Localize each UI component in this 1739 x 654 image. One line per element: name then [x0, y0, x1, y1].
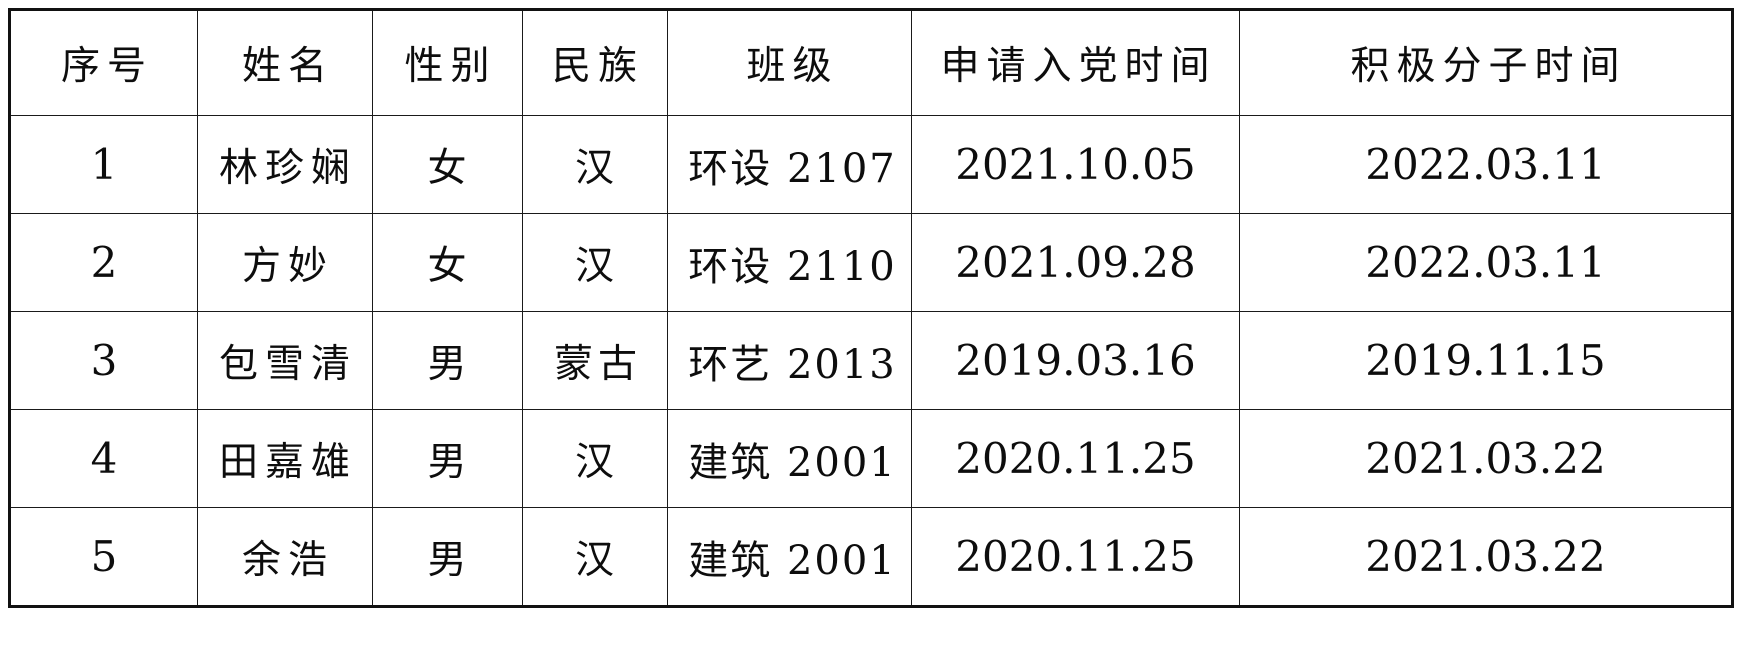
cell-activist-date: 2021.03.22: [1239, 409, 1733, 508]
cell-index: 4: [9, 409, 198, 508]
cell-name: 余浩: [197, 507, 373, 607]
table-row: 1 林珍娴 女 汉 环设 2107 2021.10.05 2022.03.11: [9, 115, 1733, 214]
cell-activist-date: 2021.03.22: [1239, 507, 1733, 607]
cell-gender: 女: [372, 115, 523, 214]
cell-gender: 男: [372, 507, 523, 607]
table-body: 1 林珍娴 女 汉 环设 2107 2021.10.05 2022.03.11 …: [9, 115, 1733, 607]
cell-class: 环艺 2013: [667, 311, 912, 410]
cell-application-date: 2020.11.25: [911, 409, 1240, 508]
cell-index: 5: [9, 507, 198, 607]
table-header: 序号 姓名 性别 民族 班级 申请入党时间 积极分子时间: [9, 9, 1733, 116]
cell-class: 环设 2107: [667, 115, 912, 214]
cell-ethnicity: 蒙古: [522, 311, 668, 410]
party-applicant-roster-table: 序号 姓名 性别 民族 班级 申请入党时间 积极分子时间 1 林珍娴 女 汉 环…: [8, 8, 1734, 608]
table-row: 3 包雪清 男 蒙古 环艺 2013 2019.03.16 2019.11.15: [9, 311, 1733, 410]
cell-application-date: 2021.09.28: [911, 213, 1240, 312]
cell-ethnicity: 汉: [522, 507, 668, 607]
column-header-gender: 性别: [372, 9, 523, 116]
table-row: 4 田嘉雄 男 汉 建筑 2001 2020.11.25 2021.03.22: [9, 409, 1733, 508]
cell-activist-date: 2019.11.15: [1239, 311, 1733, 410]
cell-gender: 女: [372, 213, 523, 312]
cell-name: 田嘉雄: [197, 409, 373, 508]
cell-ethnicity: 汉: [522, 115, 668, 214]
column-header-activist-date: 积极分子时间: [1239, 9, 1733, 116]
cell-ethnicity: 汉: [522, 213, 668, 312]
column-header-index: 序号: [9, 9, 198, 116]
column-header-application-date: 申请入党时间: [911, 9, 1240, 116]
header-row: 序号 姓名 性别 民族 班级 申请入党时间 积极分子时间: [9, 9, 1733, 116]
cell-class: 环设 2110: [667, 213, 912, 312]
cell-activist-date: 2022.03.11: [1239, 115, 1733, 214]
table-row: 5 余浩 男 汉 建筑 2001 2020.11.25 2021.03.22: [9, 507, 1733, 607]
column-header-class: 班级: [667, 9, 912, 116]
cell-application-date: 2019.03.16: [911, 311, 1240, 410]
table-row: 2 方妙 女 汉 环设 2110 2021.09.28 2022.03.11: [9, 213, 1733, 312]
cell-gender: 男: [372, 409, 523, 508]
column-header-name: 姓名: [197, 9, 373, 116]
cell-name: 包雪清: [197, 311, 373, 410]
cell-index: 1: [9, 115, 198, 214]
cell-application-date: 2021.10.05: [911, 115, 1240, 214]
cell-name: 林珍娴: [197, 115, 373, 214]
cell-ethnicity: 汉: [522, 409, 668, 508]
cell-index: 3: [9, 311, 198, 410]
cell-activist-date: 2022.03.11: [1239, 213, 1733, 312]
cell-class: 建筑 2001: [667, 507, 912, 607]
cell-index: 2: [9, 213, 198, 312]
column-header-ethnicity: 民族: [522, 9, 668, 116]
cell-class: 建筑 2001: [667, 409, 912, 508]
cell-name: 方妙: [197, 213, 373, 312]
cell-application-date: 2020.11.25: [911, 507, 1240, 607]
cell-gender: 男: [372, 311, 523, 410]
